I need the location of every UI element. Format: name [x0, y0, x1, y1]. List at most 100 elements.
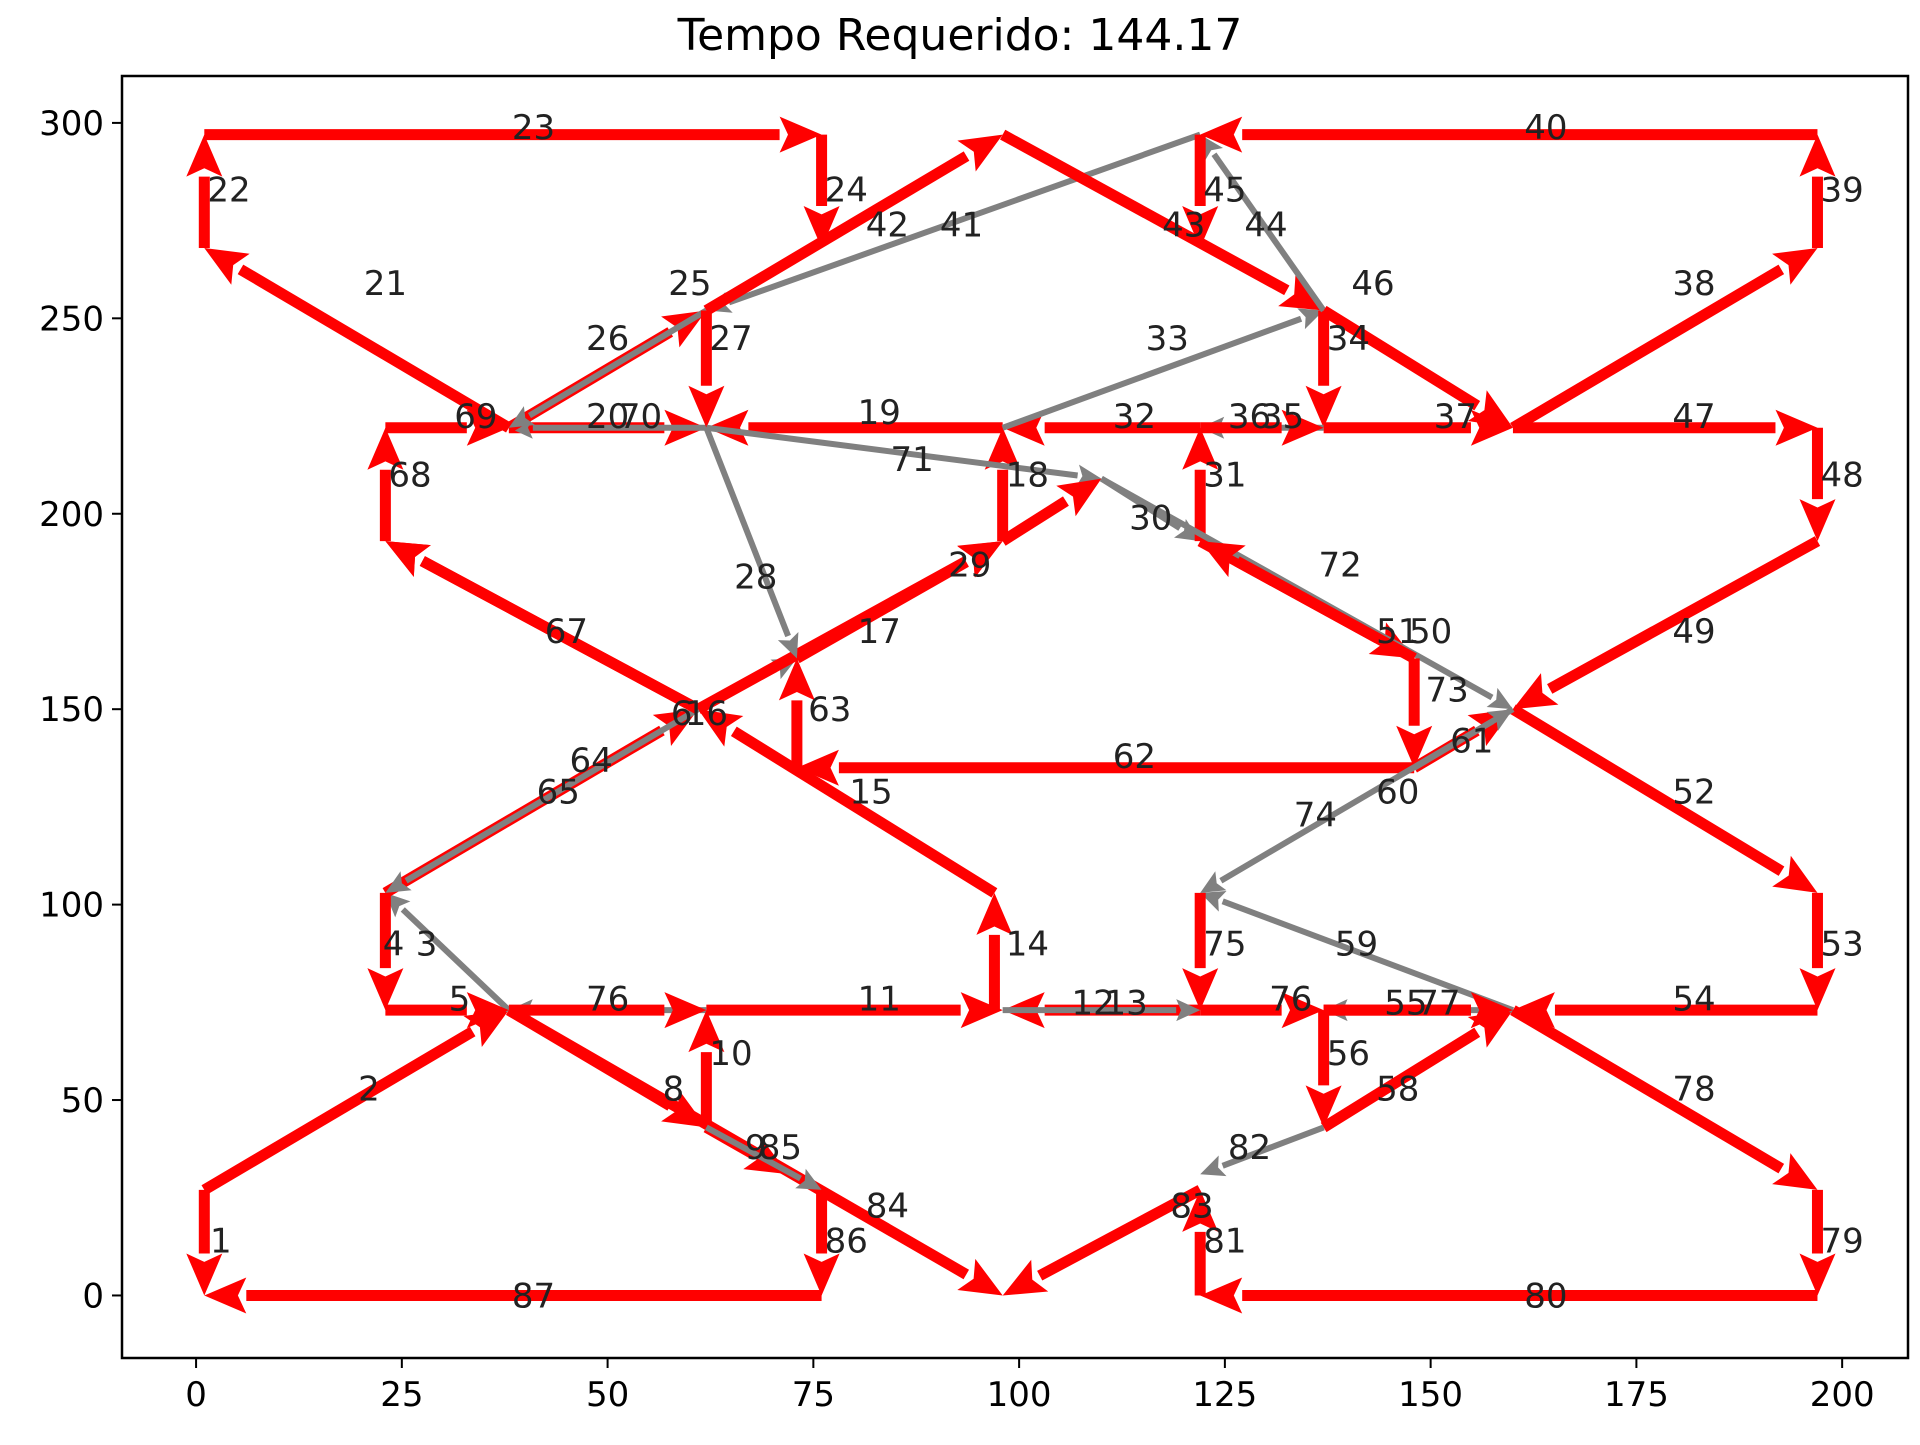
- edge-label-76: 76: [1269, 979, 1312, 1019]
- edge-arrowhead: [688, 1010, 725, 1053]
- x-tick-label: 125: [1192, 1375, 1257, 1415]
- route-edge-82: [1200, 1124, 1325, 1177]
- route-edge-48: [1799, 427, 1836, 542]
- edge-arrowhead: [779, 116, 822, 153]
- edge-label-78: 78: [1672, 1069, 1715, 1109]
- route-edge-87: [204, 1277, 822, 1314]
- edge-label-45: 45: [1203, 170, 1246, 210]
- edge-label-30: 30: [1129, 499, 1172, 539]
- edge-arrowhead: [796, 749, 839, 786]
- edge-arrowhead: [466, 409, 509, 446]
- edge-line: [1510, 704, 1785, 876]
- edge-label-10: 10: [709, 1034, 752, 1074]
- edge-arrowhead: [803, 206, 840, 248]
- edge-label-3: 3: [416, 925, 438, 965]
- route-edges: [186, 116, 1836, 1314]
- edge-label-86: 86: [825, 1222, 868, 1262]
- route-edge-71: [705, 424, 1102, 487]
- edge-label-49: 49: [1672, 612, 1715, 652]
- edge-arrowhead: [1297, 308, 1324, 330]
- edge-arrowhead: [960, 992, 1003, 1029]
- y-axis: 0 50 100 150 200 250 300: [39, 104, 122, 1316]
- route-edge-68: [367, 427, 404, 542]
- route-edge-67: [385, 541, 701, 715]
- route-edge-36: [1200, 409, 1324, 446]
- edge-label-62: 62: [1113, 737, 1156, 777]
- edge-label-43: 43: [1162, 206, 1205, 246]
- edge-label-63: 63: [808, 690, 851, 730]
- edge-line: [400, 907, 511, 1013]
- route-edge-86: [803, 1189, 840, 1296]
- edge-arrowhead: [186, 134, 223, 177]
- x-tick-label: 100: [987, 1375, 1052, 1415]
- edge-label-9: 9: [745, 1128, 767, 1168]
- edge-label-25: 25: [668, 264, 711, 304]
- edge-line: [1001, 315, 1303, 431]
- edge-label-51: 51: [1376, 612, 1419, 652]
- route-edge-52: [1510, 704, 1818, 893]
- edge-label-77: 77: [1417, 983, 1460, 1023]
- edge-line: [999, 496, 1069, 546]
- edge-label-47: 47: [1672, 397, 1715, 437]
- edge-arrowhead: [1772, 855, 1818, 893]
- edge-label-85: 85: [759, 1128, 802, 1168]
- route-edge-3: [385, 892, 511, 1013]
- edge-label-17: 17: [858, 612, 901, 652]
- edge-label-79: 79: [1821, 1222, 1864, 1262]
- edge-arrowhead: [1200, 134, 1223, 161]
- route-edge-34: [1305, 310, 1342, 428]
- route-edge-79: [1799, 1189, 1836, 1296]
- edge-arrowhead: [1470, 992, 1513, 1029]
- route-edge-47: [1512, 409, 1818, 446]
- edge-line: [1219, 706, 1515, 884]
- edge-arrowhead: [367, 427, 404, 470]
- edge-line: [1000, 129, 1290, 296]
- route-edge-77: [1323, 992, 1513, 1029]
- edge-line: [237, 264, 512, 433]
- edge-arrowhead: [367, 968, 404, 1011]
- edge-arrowhead: [204, 248, 250, 285]
- edge-label-11: 11: [858, 979, 901, 1019]
- route-edge-63: [778, 658, 815, 768]
- edge-line: [1510, 1005, 1785, 1174]
- edge-arrowhead: [1799, 134, 1836, 177]
- edge-line: [730, 726, 998, 898]
- edge-label-23: 23: [512, 108, 555, 148]
- edge-arrowhead: [1182, 206, 1219, 248]
- route-edge-54: [1512, 992, 1818, 1029]
- edge-line: [704, 1124, 802, 1182]
- edge-label-22: 22: [207, 170, 250, 210]
- edge-arrowhead: [1200, 116, 1243, 153]
- edge-label-32: 32: [1113, 397, 1156, 437]
- edge-line: [1510, 264, 1785, 433]
- edge-line: [705, 424, 1078, 479]
- edge-label-36: 36: [1228, 397, 1271, 437]
- edge-label-65: 65: [537, 772, 580, 812]
- x-tick-label: 175: [1604, 1375, 1669, 1415]
- edge-label-27: 27: [709, 319, 752, 359]
- edge-label-34: 34: [1327, 319, 1370, 359]
- edge-label-12: 12: [1072, 983, 1115, 1023]
- edge-arrowhead: [688, 385, 725, 428]
- edge-arrowhead: [1281, 409, 1324, 446]
- edge-arrowhead: [1182, 968, 1219, 1011]
- route-edge-85: [704, 1124, 822, 1190]
- x-tick-label: 150: [1398, 1375, 1463, 1415]
- edge-label-6: 6: [671, 694, 693, 734]
- edge-arrowhead: [1305, 385, 1342, 428]
- edge-label-21: 21: [364, 264, 407, 304]
- route-edge-31: [1182, 427, 1219, 542]
- route-edge-15: [698, 709, 998, 898]
- edge-label-52: 52: [1672, 772, 1715, 812]
- edge-arrowhead: [385, 541, 431, 577]
- edge-label-60: 60: [1376, 772, 1419, 812]
- route-edge-24: [803, 134, 840, 248]
- y-tick-label: 0: [82, 1276, 104, 1316]
- edge-label-44: 44: [1244, 206, 1287, 246]
- edge-label-58: 58: [1376, 1069, 1419, 1109]
- route-edge-38: [1510, 248, 1818, 433]
- edge-arrowhead: [778, 658, 815, 701]
- route-edge-44: [1200, 134, 1327, 313]
- route-edge-56: [1305, 1010, 1342, 1128]
